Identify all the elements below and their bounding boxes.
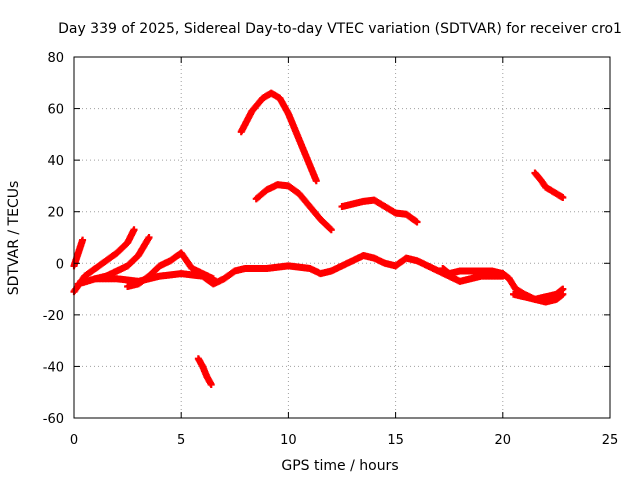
series-morning-arc-1 (70, 226, 138, 296)
data-points (70, 89, 567, 388)
data-point (145, 234, 153, 241)
data-point (327, 226, 335, 234)
series-arc-high-peak (237, 89, 320, 185)
x-tick-label: 0 (70, 433, 78, 448)
x-tick-label: 15 (387, 433, 404, 448)
y-tick-label: 80 (47, 51, 64, 66)
series-morning-arc-4 (124, 249, 217, 290)
series-arc-13h (338, 196, 421, 226)
grid (74, 57, 610, 418)
y-tick-label: 40 (47, 154, 64, 169)
x-tick-label: 5 (177, 433, 185, 448)
y-tick-label: -20 (43, 309, 64, 324)
y-tick-label: 60 (47, 103, 64, 118)
x-tick-label: 25 (602, 433, 619, 448)
y-axis-label: SDTVAR / TECUs (6, 181, 22, 296)
axis-ticks: 0 5 10 15 20 25 -60 -40 -20 0 20 40 60 80 (43, 51, 619, 448)
series-arc-6h-low (194, 355, 215, 388)
series-arc-mid-peak (252, 181, 335, 234)
chart-title: Day 339 of 2025, Sidereal Day-to-day VTE… (58, 21, 622, 37)
series-arc-21h (531, 169, 567, 202)
y-tick-label: -60 (43, 412, 64, 427)
data-point (130, 226, 138, 234)
y-tick-label: -40 (43, 360, 64, 375)
series-arc-17h (439, 264, 513, 283)
series-arc-20h (499, 270, 567, 303)
data-point (207, 380, 215, 388)
plot-frame (73, 56, 611, 419)
data-point (413, 218, 421, 226)
data-point (559, 285, 567, 293)
y-tick-label: 20 (47, 206, 64, 221)
x-tick-label: 10 (280, 433, 297, 448)
series-morning-arc-3 (91, 234, 153, 283)
series-morning-arc-2 (70, 236, 87, 270)
y-tick-label: 0 (56, 257, 64, 272)
data-point (79, 236, 87, 244)
data-point (209, 275, 217, 283)
data-point (559, 194, 567, 202)
data-point (312, 177, 320, 185)
x-tick-label: 20 (495, 433, 512, 448)
x-axis-label: GPS time / hours (281, 458, 398, 474)
